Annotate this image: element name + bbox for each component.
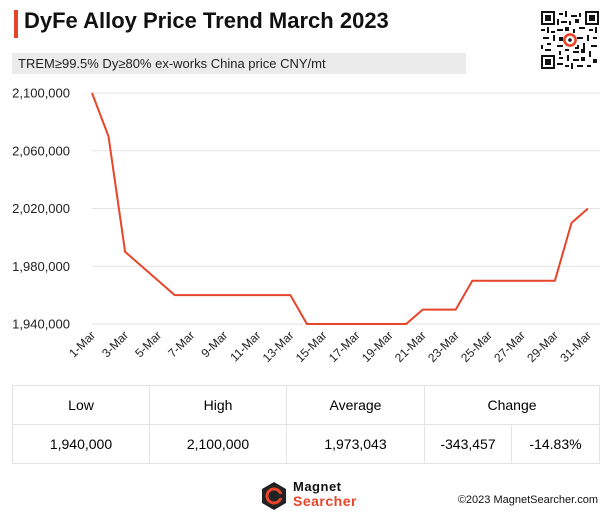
x-tick-label: 23-Mar [425,328,462,365]
x-tick-label: 27-Mar [491,328,528,365]
page-title: DyFe Alloy Price Trend March 2023 [24,8,389,33]
x-tick-label: 25-Mar [458,328,495,365]
x-axis-ticks: 1-Mar 3-Mar 5-Mar 7-Mar 9-Mar11-Mar13-Mar15-… [66,328,594,365]
copyright-text: ©2023 MagnetSearcher.com [457,494,598,506]
average-value: 1,973,043 [286,424,425,464]
title-accent-bar [14,10,18,38]
high-value: 2,100,000 [149,424,287,464]
low-value: 1,940,000 [12,424,150,464]
change-absolute-value: -343,457 [424,424,512,464]
x-tick-label: 5-Mar [132,328,164,360]
y-tick-label: 2,020,000 [12,201,70,216]
x-tick-label: 13-Mar [260,328,297,365]
x-tick-label: 19-Mar [359,328,396,365]
x-tick-label: 17-Mar [326,328,363,365]
x-tick-label: 9-Mar [198,328,230,360]
stats-value-row: 1,940,000 2,100,000 1,973,043 -343,457 -… [12,424,601,464]
x-tick-label: 29-Mar [524,328,561,365]
y-tick-label: 2,060,000 [12,143,70,158]
y-tick-label: 2,100,000 [12,86,70,101]
logo-text-searcher: Searcher [293,493,357,509]
subtitle: TREM≥99.5% Dy≥80% ex-works China price C… [18,56,326,71]
x-tick-label: 11-Mar [227,328,263,364]
x-tick-label: 15-Mar [293,328,330,365]
price-line-chart: 1,940,000 1,980,000 2,020,000 2,060,000 2,10… [12,86,600,365]
stats-header-row: Low High Average Change [12,385,601,425]
change-percent-value: -14.83% [510,424,601,464]
y-tick-label: 1,980,000 [12,259,70,274]
x-tick-label: 7-Mar [165,328,197,360]
subtitle-bar: TREM≥99.5% Dy≥80% ex-works China price C… [12,53,466,74]
stats-table: Low High Average Change 1,940,000 2,100,… [12,385,601,464]
low-header: Low [12,385,150,425]
x-tick-label: 1-Mar [66,328,98,360]
qr-code [541,11,599,69]
x-tick-label: 3-Mar [99,328,131,360]
magnet-logo-icon [262,482,286,510]
y-axis-ticks: 1,940,000 1,980,000 2,020,000 2,060,000 2,10… [12,86,70,332]
price-series-line [91,92,589,325]
average-header: Average [286,385,425,425]
x-tick-label: 31-Mar [557,328,594,365]
y-tick-label: 1,940,000 [12,317,70,332]
change-header: Change [423,385,601,425]
magnet-searcher-logo: Magnet Searcher [259,479,379,513]
high-header: High [149,385,287,425]
x-tick-label: 21-Mar [392,328,429,365]
logo-text-magnet: Magnet [293,479,342,494]
